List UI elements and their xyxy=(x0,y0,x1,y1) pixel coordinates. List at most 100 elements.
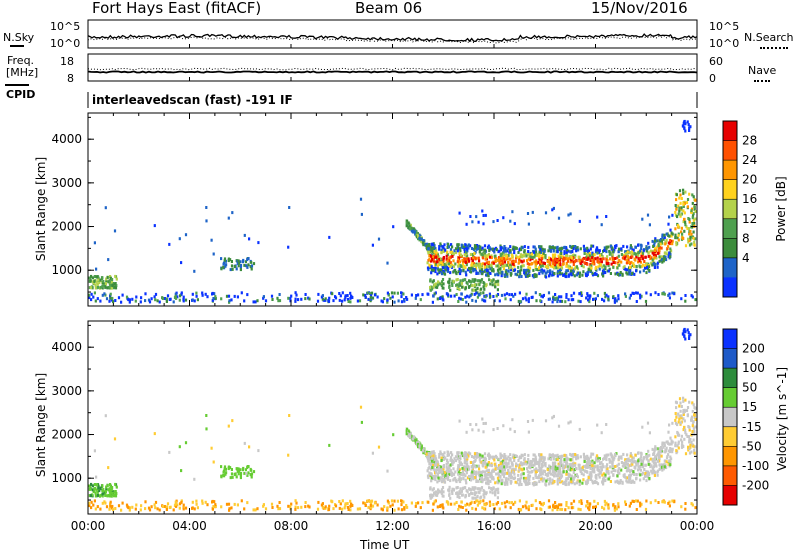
power-cell xyxy=(461,265,464,269)
velocity-cell xyxy=(567,472,570,476)
power-cell xyxy=(486,271,489,275)
velocity-cell xyxy=(239,468,242,472)
freq-trace xyxy=(87,70,698,74)
power-cell xyxy=(502,247,506,251)
power-cell xyxy=(483,262,487,266)
power-cell xyxy=(473,252,476,255)
velocity-cell xyxy=(501,479,504,482)
velocity-cell xyxy=(429,453,432,457)
velocity-cell xyxy=(233,473,236,477)
power-cell xyxy=(548,260,551,264)
power-cell xyxy=(168,298,171,301)
velocity-cell xyxy=(504,466,507,470)
velocity-cell xyxy=(241,468,244,472)
power-cell xyxy=(589,247,592,251)
power-cell xyxy=(433,283,436,287)
power-cell xyxy=(237,259,240,263)
velocity-cell xyxy=(609,465,612,469)
velocity-cell xyxy=(612,457,615,461)
velocity-cell xyxy=(427,455,430,459)
power-cell xyxy=(533,260,536,264)
power-cell xyxy=(386,298,389,302)
power-cell xyxy=(447,245,451,249)
freq-unit-label: [MHz] xyxy=(6,66,39,79)
velocity-cell xyxy=(580,468,583,472)
power-cell xyxy=(662,237,665,241)
power-cell xyxy=(214,296,217,300)
power-cell xyxy=(573,267,576,271)
power-cell xyxy=(409,227,412,230)
power-cell xyxy=(603,299,606,303)
velocity-cell xyxy=(506,482,509,486)
velocity-cell xyxy=(682,332,685,336)
velocity-cell xyxy=(222,473,225,477)
power-cell xyxy=(464,278,467,282)
power-cell xyxy=(479,279,482,283)
power-cell xyxy=(590,266,593,270)
velocity-cell xyxy=(545,472,548,476)
power-cell xyxy=(537,266,540,270)
power-cell xyxy=(410,293,413,297)
power-cell xyxy=(671,291,674,295)
power-cell xyxy=(587,256,590,260)
power-cell xyxy=(575,265,578,269)
velocity-cell xyxy=(560,458,563,462)
power-cell xyxy=(629,293,632,297)
velocity-cell xyxy=(109,504,112,508)
power-cell xyxy=(572,263,575,266)
velocity-cell xyxy=(448,493,451,497)
velocity-cell xyxy=(470,491,473,495)
velocity-cell xyxy=(665,440,668,444)
velocity-cell xyxy=(595,480,598,484)
velocity-cell xyxy=(476,494,479,498)
power-cell xyxy=(324,297,327,301)
velocity-cell xyxy=(588,502,591,506)
velocity-cell xyxy=(449,496,452,500)
velocity-cell xyxy=(419,506,422,510)
power-cell xyxy=(499,246,502,250)
power-cell xyxy=(445,254,448,258)
velocity-cell xyxy=(386,508,389,512)
power-cell xyxy=(544,256,547,260)
velocity-cell xyxy=(109,502,112,506)
power-cell xyxy=(91,276,95,280)
velocity-cell xyxy=(465,455,469,459)
power-cell xyxy=(214,295,217,299)
power-cell xyxy=(223,259,226,263)
velocity-cell xyxy=(634,499,638,503)
velocity-cell xyxy=(623,464,626,468)
velocity-cell xyxy=(557,472,560,476)
velocity-cell xyxy=(166,502,170,506)
power-cell xyxy=(646,213,650,217)
velocity-cell xyxy=(534,470,537,474)
velocity-cell xyxy=(430,473,433,477)
power-cell xyxy=(252,262,256,266)
power-cell xyxy=(693,207,696,211)
power-cell xyxy=(670,234,673,238)
velocity-cell xyxy=(386,499,389,503)
power-cell xyxy=(469,244,472,248)
nave-legend-line xyxy=(754,80,770,82)
velocity-cell xyxy=(231,419,234,423)
velocity-cell xyxy=(547,473,550,477)
freq-panel-frame xyxy=(87,53,698,82)
power-cell xyxy=(664,255,667,259)
power-cell xyxy=(321,294,324,298)
power-cell xyxy=(529,255,532,259)
power-cell xyxy=(560,295,563,299)
power-cell xyxy=(593,262,596,266)
velocity-cell xyxy=(454,459,458,463)
velocity-cell xyxy=(615,452,618,456)
y-tick-label: 1000 xyxy=(51,471,82,485)
power-cell xyxy=(567,249,570,253)
power-cell xyxy=(685,201,689,205)
velocity-cell xyxy=(680,445,684,449)
velocity-cell xyxy=(153,503,156,507)
power-cell xyxy=(426,266,430,270)
power-cell xyxy=(552,206,555,210)
velocity-cell xyxy=(470,455,474,458)
velocity-cell xyxy=(431,488,434,492)
power-cell xyxy=(450,281,454,285)
power-cell xyxy=(474,299,477,303)
velocity-cell xyxy=(562,470,565,474)
